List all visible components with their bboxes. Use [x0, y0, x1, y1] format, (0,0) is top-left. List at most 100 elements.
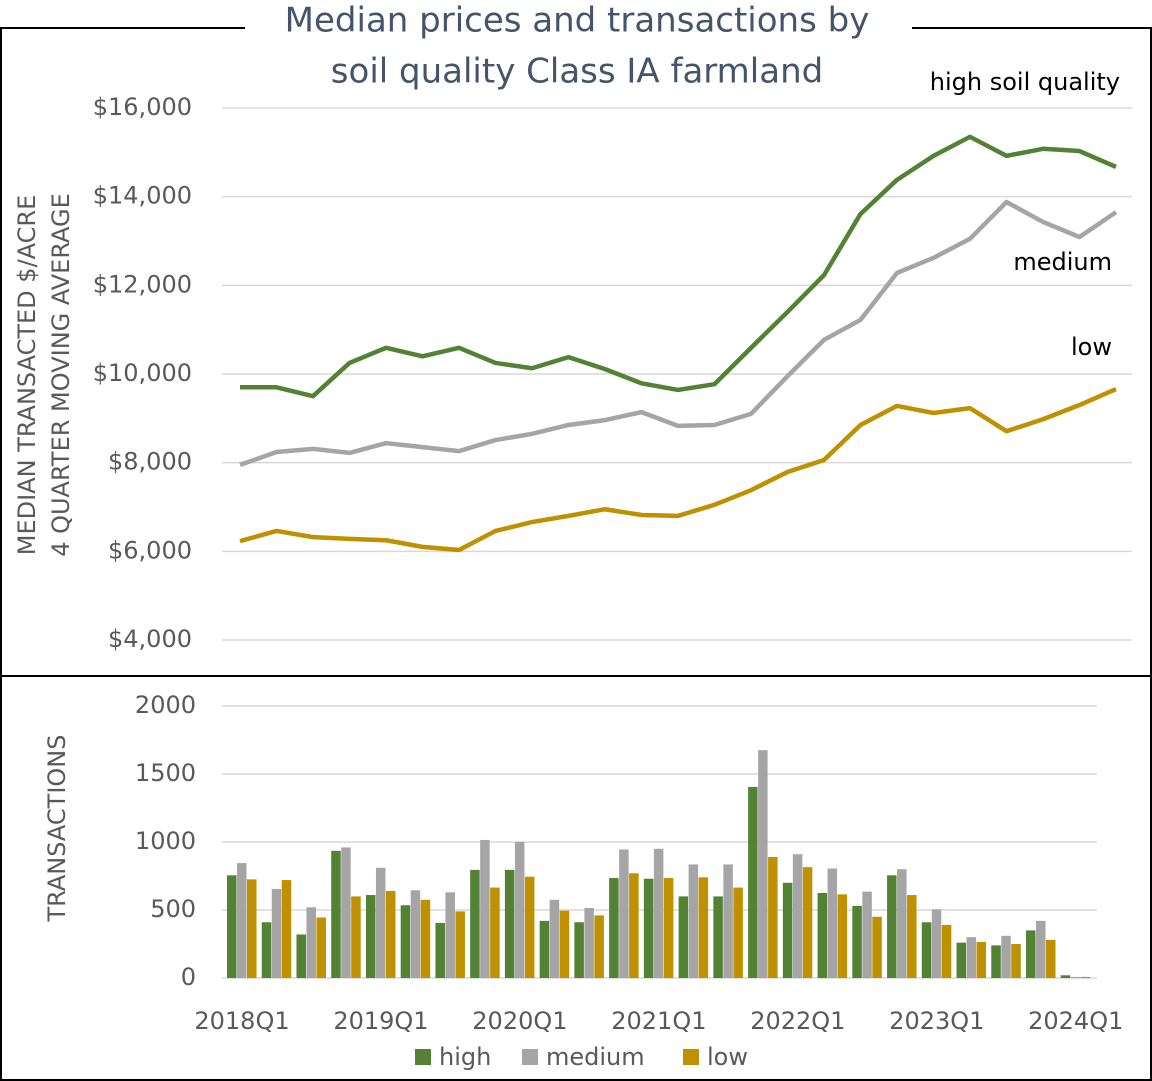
bar [976, 941, 987, 978]
bar [733, 887, 743, 978]
bar [480, 839, 490, 978]
bar [306, 907, 316, 978]
x-tick-label: 2020Q1 [472, 1007, 567, 1035]
bar [653, 848, 664, 978]
bar [872, 916, 882, 978]
y-tick-label: $12,000 [93, 270, 192, 298]
bar [698, 877, 709, 978]
bar [688, 864, 699, 978]
bar [385, 890, 396, 978]
legend-label: low [707, 1043, 748, 1071]
line-series [240, 134, 1117, 399]
y-tick-label: 1500 [135, 759, 196, 787]
legend-swatch [683, 1049, 699, 1065]
bar [1080, 976, 1091, 978]
bar [539, 920, 550, 978]
bar [261, 922, 272, 978]
legend-label: medium [546, 1043, 645, 1071]
bar [1001, 935, 1011, 978]
bar [956, 942, 967, 978]
y-tick-label: 500 [150, 895, 196, 923]
line-series [239, 387, 1117, 553]
legend-label: high [439, 1043, 491, 1071]
frame [0, 27, 1152, 1081]
x-tick-label: 2024Q1 [1028, 1007, 1123, 1035]
y-axis-label: TRANSACTIONS [43, 735, 71, 923]
bar [420, 899, 431, 978]
y-tick-label: 2000 [135, 691, 196, 719]
bar [966, 937, 977, 978]
bar [1011, 944, 1021, 978]
chart-title: soil quality Class IA farmland [331, 52, 823, 92]
bar [629, 873, 639, 978]
bar [574, 922, 584, 978]
bar [619, 849, 629, 978]
chart-title: Median prices and transactions by [285, 1, 870, 41]
bar [514, 842, 525, 978]
y-tick-label: $10,000 [93, 359, 192, 387]
bar [365, 895, 376, 978]
bar [1036, 920, 1046, 978]
bar [470, 869, 480, 978]
bar [782, 882, 793, 978]
x-tick-label: 2023Q1 [889, 1007, 984, 1035]
y-tick-label: $4,000 [108, 625, 192, 653]
bar [897, 869, 907, 978]
bar [713, 896, 723, 978]
bar [609, 878, 619, 978]
bar [504, 869, 515, 978]
bar [907, 895, 917, 978]
bar [490, 887, 500, 978]
bar [445, 892, 455, 978]
bar [410, 890, 421, 978]
bar [758, 750, 768, 978]
bar [802, 867, 813, 978]
y-axis-label: MEDIAN TRANSACTED $/ACRE [13, 195, 41, 555]
bar [559, 910, 570, 978]
bar [643, 878, 654, 978]
bar [921, 922, 932, 978]
bar [316, 917, 326, 978]
bar [341, 847, 351, 978]
bar [1060, 975, 1071, 978]
bar [594, 915, 604, 978]
bar [1026, 930, 1036, 978]
bar [524, 876, 535, 978]
bar [549, 899, 560, 978]
y-tick-label: $6,000 [108, 536, 192, 564]
bar [375, 867, 386, 978]
bar [237, 863, 247, 978]
y-tick-label: $14,000 [93, 182, 192, 210]
y-tick-label: 0 [181, 963, 196, 991]
x-tick-label: 2018Q1 [194, 1007, 289, 1035]
bar [991, 945, 1001, 978]
bar [351, 896, 361, 978]
bar [1046, 939, 1056, 978]
x-tick-label: 2019Q1 [333, 1007, 428, 1035]
bar [455, 911, 465, 978]
annotation: medium [1013, 248, 1112, 276]
bar [748, 786, 758, 978]
bar [663, 878, 674, 978]
bar [931, 909, 942, 978]
bar [271, 888, 282, 978]
bar [331, 850, 341, 978]
bar [435, 922, 445, 978]
bar [792, 854, 803, 978]
bar [247, 879, 257, 978]
bar [862, 891, 872, 978]
bar [887, 875, 897, 978]
bar [296, 934, 306, 978]
x-tick-label: 2022Q1 [750, 1007, 845, 1035]
bar [400, 905, 411, 978]
annotation: low [1071, 333, 1112, 361]
legend-swatch [522, 1049, 538, 1065]
y-tick-label: $8,000 [108, 448, 192, 476]
bar [723, 864, 733, 978]
bar [827, 868, 838, 978]
line-series [239, 199, 1118, 468]
annotation: high soil quality [930, 68, 1120, 96]
bar [227, 875, 237, 978]
y-axis-label: 4 QUARTER MOVING AVERAGE [47, 193, 75, 557]
